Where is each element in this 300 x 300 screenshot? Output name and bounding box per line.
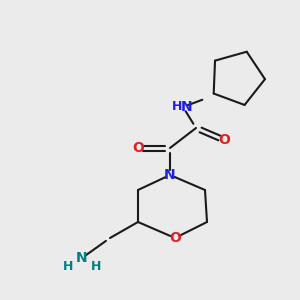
Text: N: N bbox=[164, 168, 176, 182]
Text: H: H bbox=[91, 260, 101, 272]
Text: O: O bbox=[132, 141, 144, 155]
Text: H: H bbox=[172, 100, 182, 113]
Text: N: N bbox=[76, 251, 88, 265]
Text: O: O bbox=[218, 133, 230, 147]
Text: N: N bbox=[181, 100, 193, 114]
Text: H: H bbox=[63, 260, 73, 272]
Text: O: O bbox=[169, 231, 181, 245]
